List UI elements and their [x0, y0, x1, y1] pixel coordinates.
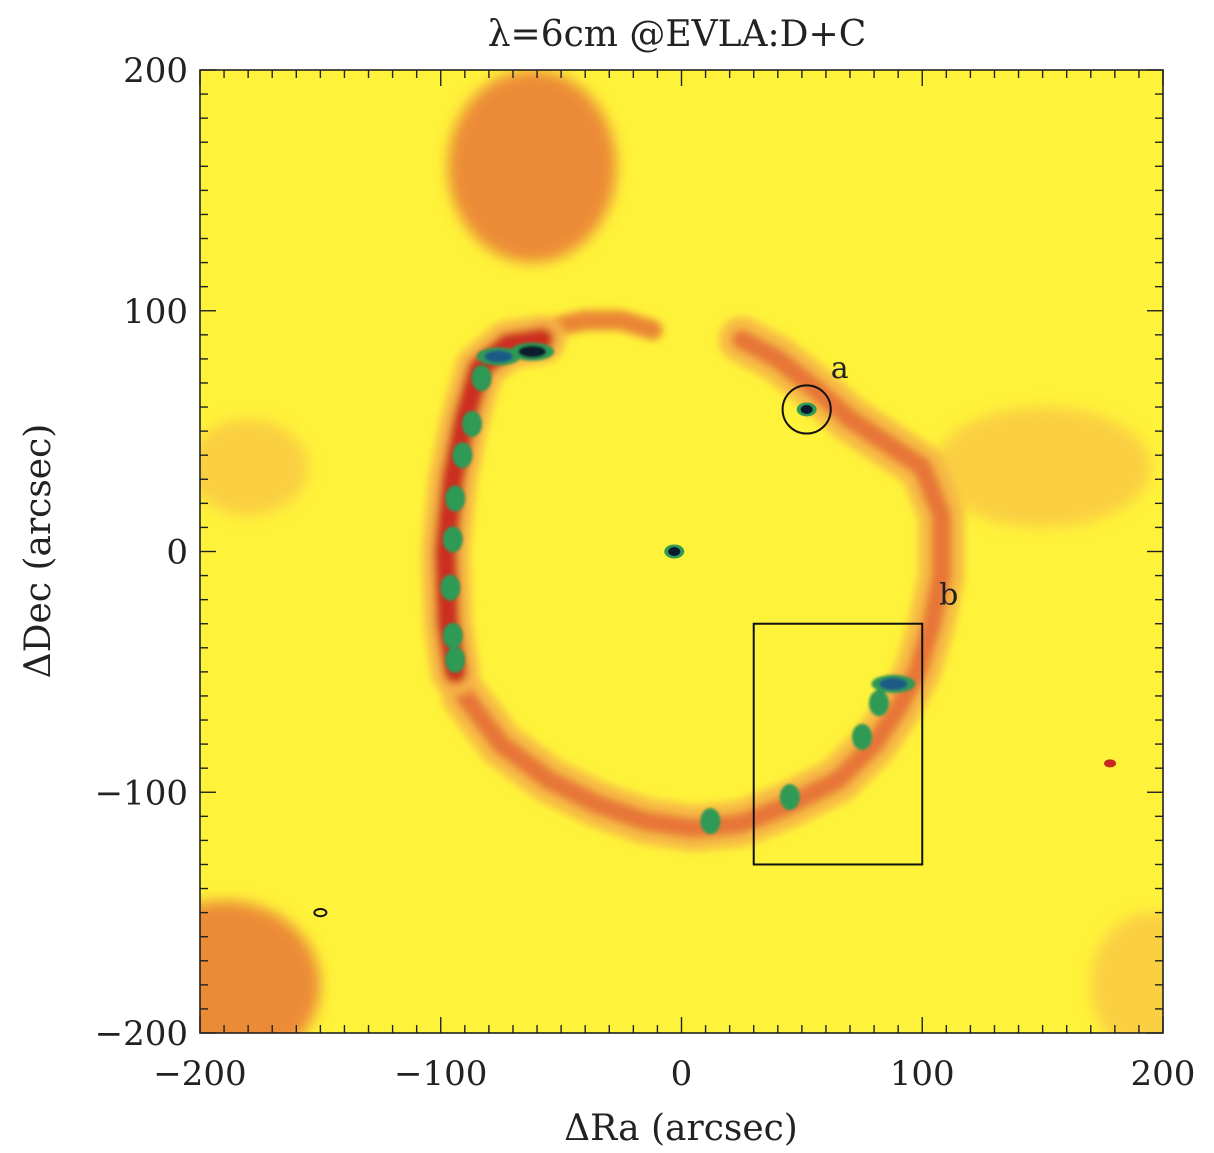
annotation-rect-b [752, 622, 924, 866]
diffuse-patch-0 [447, 70, 617, 263]
peak-outer-2 [471, 365, 492, 392]
point-source-core-1 [800, 404, 813, 414]
diffuse-emission [200, 70, 1163, 1033]
peak-outer-11 [868, 690, 889, 717]
y-tick-label: −100 [95, 773, 188, 813]
beam-ellipse [313, 908, 328, 918]
diffuse-patch-3 [200, 419, 309, 516]
point-source-core-0 [668, 547, 681, 556]
plot-area [200, 70, 1163, 1033]
right-arc-core [454, 329, 952, 839]
x-tick-label: 200 [1131, 1054, 1196, 1094]
top-arc-halo [531, 310, 663, 340]
y-tick-label: 0 [166, 533, 188, 573]
annotation-labels: ab [831, 351, 959, 612]
beam-shape [313, 908, 328, 918]
peak-outer-8 [442, 622, 463, 649]
peak-outer-13 [779, 784, 800, 811]
y-axis-label: ΔDec (arcsec) [18, 424, 59, 679]
peak-inner-0 [518, 345, 547, 358]
y-tick-label: 100 [123, 292, 188, 332]
peak-inner-1 [484, 350, 513, 363]
diffuse-patch-1 [200, 900, 321, 1033]
chart-title: λ=6cm @EVLA:D+C [488, 14, 867, 55]
peak-outer-12 [852, 723, 873, 750]
peak-inner-10 [879, 677, 908, 690]
peak-outer-6 [442, 526, 463, 553]
y-tick-label: −200 [95, 1014, 188, 1054]
x-tick-label: −100 [394, 1054, 487, 1094]
peak-outer-5 [445, 485, 466, 512]
emission-peaks [440, 342, 916, 835]
axis-ticks [199, 69, 1164, 1034]
x-tick-label: 0 [671, 1054, 693, 1094]
peak-outer-14 [700, 808, 721, 835]
annotation-circle-a [781, 384, 832, 435]
annotation-label-b: b [939, 577, 958, 612]
x-axis-label: ΔRa (arcsec) [564, 1108, 798, 1149]
peak-outer-4 [452, 442, 473, 469]
annotations [752, 384, 924, 866]
y-tick-label: 200 [123, 51, 188, 91]
x-tick-label: 100 [890, 1054, 955, 1094]
peak-outer-7 [440, 574, 461, 601]
point-source-2 [1104, 759, 1117, 768]
peak-outer-9 [445, 646, 466, 673]
annotation-label-a: a [831, 351, 849, 386]
point-sources [664, 402, 1117, 768]
diffuse-patch-4 [934, 407, 1151, 528]
diffuse-patch-2 [1090, 912, 1163, 1033]
axis-tick-labels: −200 −100 0 100 200 −200 −100 0 100 200 [95, 51, 1196, 1094]
peak-outer-3 [462, 410, 483, 437]
x-tick-label: −200 [153, 1054, 246, 1094]
